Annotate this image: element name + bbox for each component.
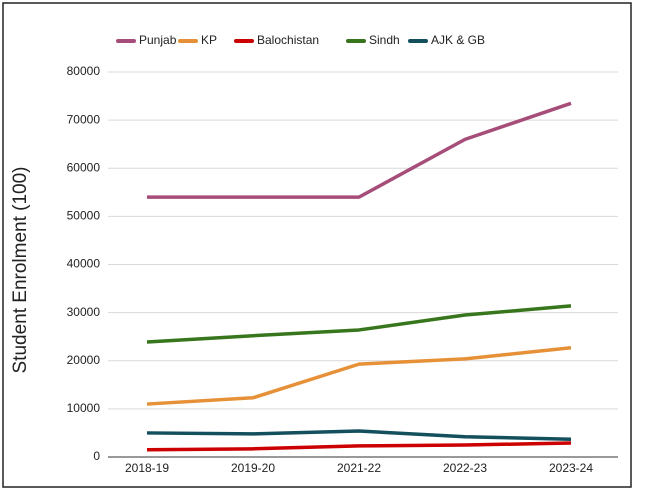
y-tick-label: 70000 xyxy=(67,112,101,126)
series-line xyxy=(147,101,572,199)
legend-label: KP xyxy=(201,33,217,47)
y-tick-label: 50000 xyxy=(67,209,101,223)
series-line xyxy=(146,304,572,344)
x-tick-label: 2022-23 xyxy=(443,461,487,475)
series-line xyxy=(146,441,572,452)
y-tick-label: 60000 xyxy=(67,160,101,174)
x-tick-label: 2018-19 xyxy=(125,461,169,475)
y-tick-label: 40000 xyxy=(67,257,101,271)
y-tick-label: 30000 xyxy=(67,305,101,319)
x-tick-label: 2019-20 xyxy=(231,461,275,475)
frame xyxy=(2,2,632,488)
legend-label: Punjab xyxy=(139,33,177,47)
x-tick-label: 2021-22 xyxy=(337,461,381,475)
y-tick-label: 20000 xyxy=(67,353,101,367)
y-tick-label: 10000 xyxy=(67,401,101,415)
legend-label: Sindh xyxy=(369,33,400,47)
x-tick-label: 2023-24 xyxy=(549,461,593,475)
y-axis-label: Student Enrolment (100) xyxy=(10,166,31,373)
legend-label: AJK & GB xyxy=(431,33,485,47)
y-tick-label: 80000 xyxy=(67,64,101,78)
series-line xyxy=(146,346,572,406)
legend-label: Balochistan xyxy=(257,33,319,47)
y-tick-label: 0 xyxy=(93,449,100,463)
series-line xyxy=(146,429,572,441)
